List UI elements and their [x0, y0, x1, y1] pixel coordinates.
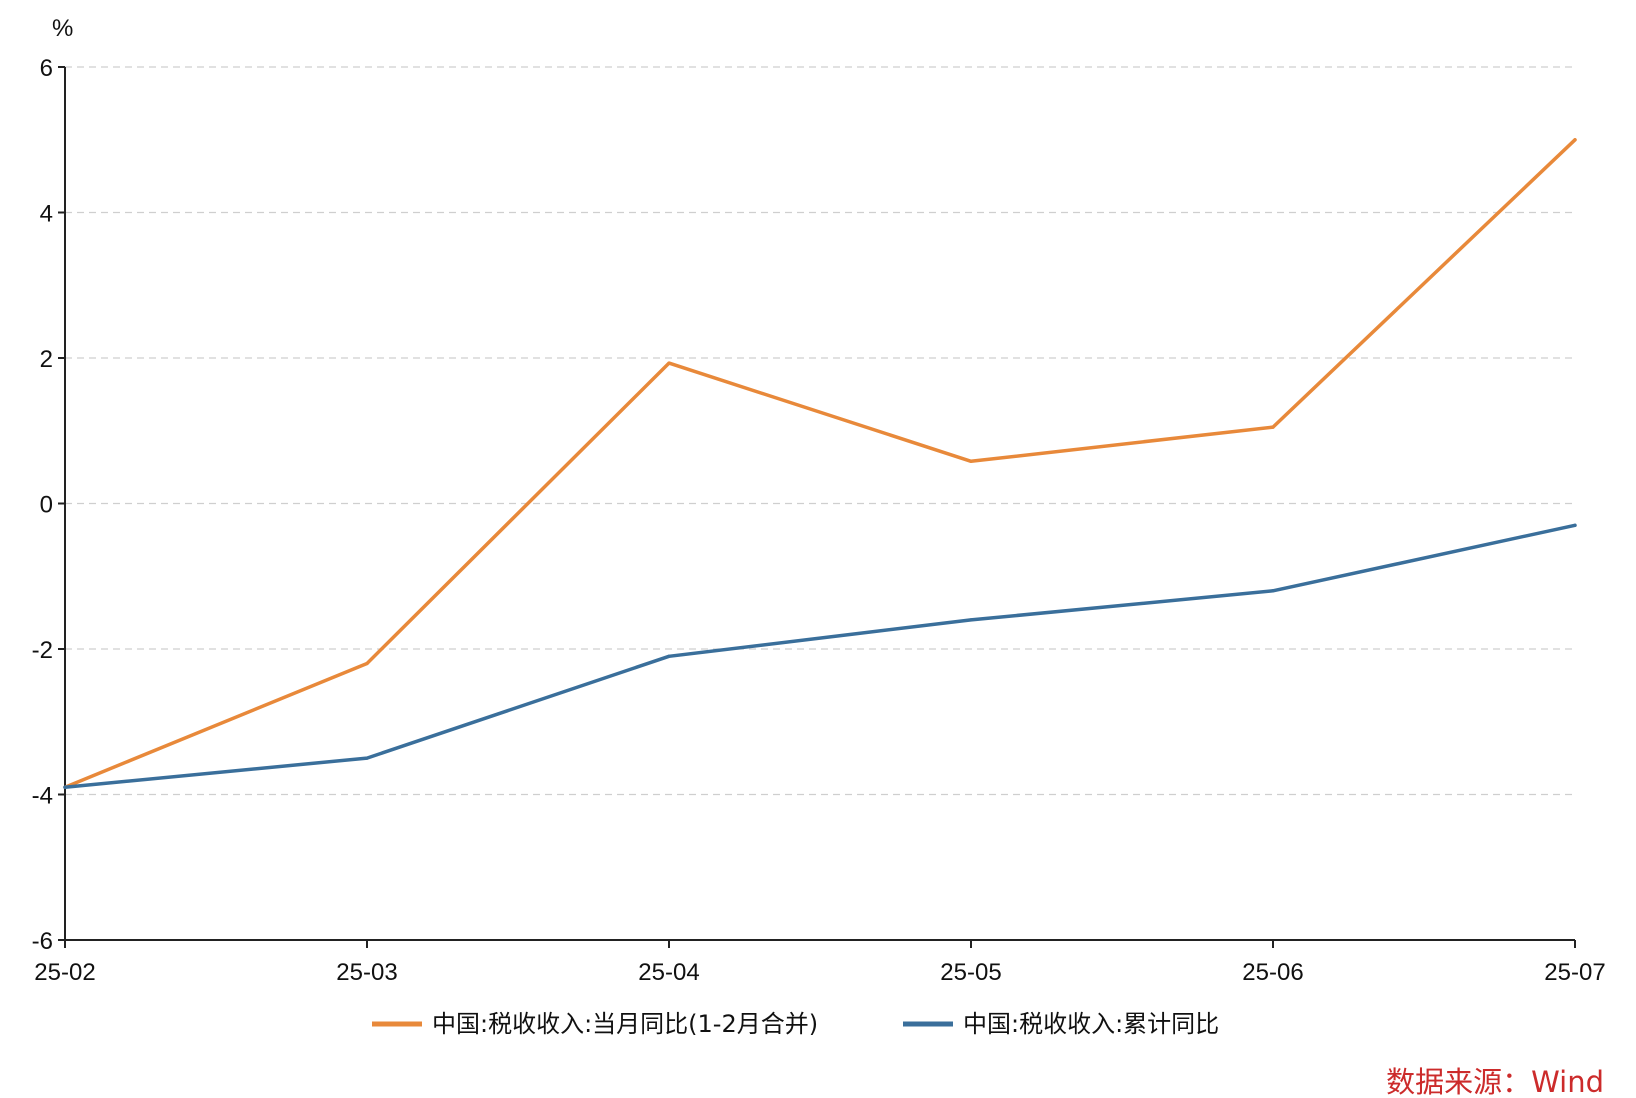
x-tick-label: 25-06: [1242, 959, 1303, 986]
series-2-point: [1573, 523, 1577, 527]
series-1-point: [1271, 425, 1275, 429]
series-1-point: [1573, 138, 1577, 142]
gridlines: [65, 66, 1575, 796]
y-tick-label: -6: [32, 928, 53, 955]
y-ticks: 6 4 2 0 -2 -4 -6: [32, 55, 65, 955]
x-tick-label: 25-02: [34, 959, 95, 986]
legend-label: 中国:税收收入:当月同比(1-2月合并): [432, 1010, 818, 1038]
source-note: 数据来源：Wind: [1386, 1065, 1604, 1098]
series-2-point: [365, 756, 369, 760]
series-1-point: [969, 459, 973, 463]
y-tick-label: 4: [40, 201, 53, 228]
series-2-point: [1271, 589, 1275, 593]
x-tick-label: 25-03: [336, 959, 397, 986]
legend-label: 中国:税收收入:累计同比: [963, 1010, 1219, 1038]
legend: 中国:税收收入:当月同比(1-2月合并) 中国:税收收入:累计同比: [372, 1010, 1219, 1038]
series-2-point: [63, 785, 67, 789]
x-ticks: 25-02 25-03 25-04 25-05 25-06 25-07: [34, 940, 1606, 986]
series-1-point: [667, 361, 671, 365]
y-tick-label: 2: [40, 346, 53, 373]
y-tick-label: -2: [32, 637, 53, 664]
series-1-point: [365, 661, 369, 666]
x-tick-label: 25-05: [940, 959, 1001, 986]
series-2-point: [667, 654, 671, 658]
series-line-1: [63, 138, 1577, 789]
x-tick-label: 25-07: [1544, 959, 1605, 986]
y-tick-label: -4: [32, 783, 53, 810]
axes: %: [52, 15, 1575, 941]
series-lines: [63, 138, 1577, 789]
y-tick-label: 6: [40, 55, 53, 82]
series-2-point: [969, 618, 973, 622]
series-line-2: [63, 523, 1577, 789]
y-axis-unit-label: %: [52, 15, 73, 42]
x-tick-label: 25-04: [638, 959, 699, 986]
y-tick-label: 0: [40, 492, 53, 519]
